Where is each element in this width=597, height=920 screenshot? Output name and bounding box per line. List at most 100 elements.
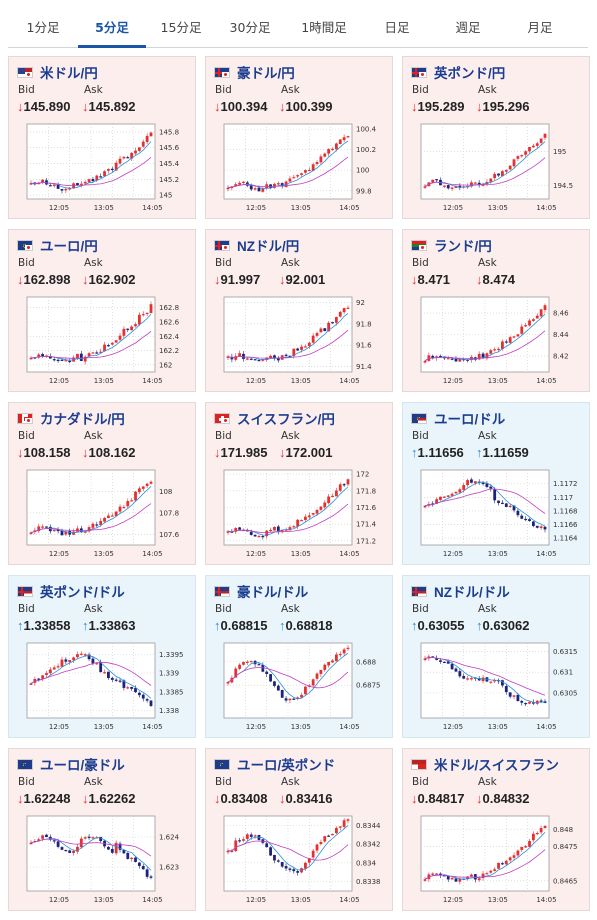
rate-card[interactable]: NZドル/ドル Bid Ask ↑0.63055 ↑0.63062 0.6315 0.631… <box>402 575 590 738</box>
ask-value: ↓195.296 <box>476 99 530 114</box>
rate-card[interactable]: カナダドル/円 Bid Ask ↓108.158 ↓108.162 108 107.8 107… <box>8 402 196 565</box>
pair-title-link[interactable]: ユーロ/ドル <box>411 408 505 428</box>
candle <box>141 866 145 870</box>
pair-name[interactable]: ユーロ/英ポンド <box>237 758 336 773</box>
pair-title-link[interactable]: 米ドル/円 <box>17 62 98 82</box>
candle <box>323 328 327 332</box>
ask-value: ↑0.63062 <box>476 618 530 633</box>
rate-card[interactable]: 豪ドル/円 Bid Ask ↓100.394 ↓100.399 100.4 100.2 100… <box>205 56 393 219</box>
candle <box>338 484 342 491</box>
mini-chart[interactable]: 195 194.5 12:05 13:05 14:05 <box>409 120 585 213</box>
candle <box>535 143 539 146</box>
candle <box>477 353 481 360</box>
candle <box>524 846 528 848</box>
ask-value: ↑1.33863 <box>82 618 136 633</box>
tab-2[interactable]: 15分足 <box>160 20 202 35</box>
tab-0[interactable]: 1分足 <box>26 20 60 35</box>
candle <box>477 878 481 881</box>
rate-card[interactable]: ランド/円 Bid Ask ↓8.471 ↓8.474 8.46 8.44 8.42 12:05… <box>402 229 590 392</box>
pair-name[interactable]: 英ポンド/円 <box>434 66 506 81</box>
mini-chart[interactable]: 145.8 145.6 145.4 145.2 145 12:05 13:05 14:05 <box>15 120 191 213</box>
rate-card[interactable]: 米ドル/スイスフラン Bid Ask ↓0.84817 ↓0.84832 0.848 0.8… <box>402 748 590 911</box>
rate-card[interactable]: ユーロ/豪ドル Bid Ask ↓1.62248 ↓1.62262 1.624 1.623 1… <box>8 748 196 911</box>
pair-name[interactable]: 米ドル/スイスフラン <box>434 758 559 773</box>
rate-card[interactable]: 豪ドル/ドル Bid Ask ↑0.68815 ↑0.68818 0.688 0.6875 1… <box>205 575 393 738</box>
bid-label: Bid <box>18 430 35 442</box>
mini-chart[interactable]: 0.6315 0.631 0.6305 12:05 13:05 14:05 <box>409 639 585 732</box>
mini-chart[interactable]: 1.1172 1.117 1.1168 1.1166 1.1164 12:05 13:05 1… <box>409 466 585 559</box>
pair-name[interactable]: 豪ドル/ドル <box>237 585 309 600</box>
candle <box>29 532 33 535</box>
pair-title-link[interactable]: ユーロ/豪ドル <box>17 754 125 774</box>
ma-short-line <box>424 313 546 362</box>
candle <box>342 484 346 486</box>
ask-label: Ask <box>478 776 497 788</box>
pair-title-link[interactable]: 英ポンド/円 <box>411 62 505 82</box>
mini-chart[interactable]: 162.8 162.6 162.4 162.2 162 12:05 13:05 14:05 <box>15 293 191 386</box>
candle <box>76 353 79 359</box>
x-tick-label: 12:05 <box>443 550 463 558</box>
mini-chart[interactable]: 92 91.8 91.6 91.4 12:05 13:05 14:05 <box>212 293 388 386</box>
mini-chart[interactable]: 108 107.8 107.6 12:05 13:05 14:05 <box>15 466 191 559</box>
mini-chart[interactable]: 0.848 0.8475 0.8465 12:05 13:05 14:05 <box>409 812 585 905</box>
tab-1[interactable]: 5分足 <box>78 8 146 48</box>
pair-title-link[interactable]: ユーロ/円 <box>17 235 98 255</box>
ask-label: Ask <box>84 84 103 96</box>
tab-5[interactable]: 日足 <box>384 20 410 35</box>
rate-card[interactable]: 米ドル/円 Bid Ask ↓145.890 ↓145.892 145.8 145.6 145… <box>8 56 196 219</box>
y-tick-label: 145.8 <box>159 128 179 136</box>
pair-name[interactable]: ランド/円 <box>434 239 492 254</box>
candle <box>83 356 87 362</box>
rate-card[interactable]: ユーロ/英ポンド Bid Ask ↓0.83408 ↓0.83416 0.8344 0.83… <box>205 748 393 911</box>
pair-title-link[interactable]: スイスフラン/円 <box>214 408 335 428</box>
pair-name[interactable]: ユーロ/ドル <box>434 412 506 427</box>
candle <box>37 526 41 532</box>
candle <box>342 649 346 654</box>
candle <box>327 496 331 504</box>
pair-name[interactable]: カナダドル/円 <box>40 412 125 427</box>
pair-name[interactable]: ユーロ/豪ドル <box>40 758 125 773</box>
pair-title-link[interactable]: NZドル/円 <box>214 235 299 255</box>
pair-title-link[interactable]: ユーロ/英ポンド <box>214 754 335 774</box>
pair-name[interactable]: NZドル/ドル <box>434 585 510 600</box>
rate-card[interactable]: 英ポンド/円 Bid Ask ↓195.289 ↓195.296 195 194.5 12:0… <box>402 56 590 219</box>
rate-card[interactable]: スイスフラン/円 Bid Ask ↓171.985 ↓172.001 172 171.8 17… <box>205 402 393 565</box>
y-tick-label: 0.6875 <box>356 682 381 690</box>
rate-card[interactable]: ユーロ/ドル Bid Ask ↑1.11656 ↑1.11659 1.1172 1.117 1… <box>402 402 590 565</box>
mini-chart[interactable]: 172 171.8 171.6 171.4 171.2 12:05 13:05 14:05 <box>212 466 388 559</box>
mini-chart[interactable]: 0.8344 0.8342 0.834 0.8338 12:05 13:05 14:05 <box>212 812 388 905</box>
tab-7[interactable]: 月足 <box>527 20 553 35</box>
candle <box>296 348 300 351</box>
pair-name[interactable]: 英ポンド/ドル <box>40 585 125 600</box>
rate-card[interactable]: NZドル/円 Bid Ask ↓91.997 ↓92.001 92 91.8 91.6 91.4… <box>205 229 393 392</box>
mini-chart[interactable]: 100.4 100.2 100 99.8 12:05 13:05 14:05 <box>212 120 388 213</box>
mini-chart[interactable]: 1.624 1.623 12:05 13:05 14:05 <box>15 812 191 905</box>
tab-3[interactable]: 30分足 <box>229 20 271 35</box>
rate-card[interactable]: ユーロ/円 Bid Ask ↓162.898 ↓162.902 162.8 162.6 162… <box>8 229 196 392</box>
mini-chart[interactable]: 0.688 0.6875 12:05 13:05 14:05 <box>212 639 388 732</box>
y-tick-label: 145 <box>159 192 172 200</box>
candle <box>524 151 528 155</box>
pair-name[interactable]: スイスフラン/円 <box>237 412 335 427</box>
candle <box>323 502 327 508</box>
pair-title-link[interactable]: 英ポンド/ドル <box>17 581 125 601</box>
tab-6[interactable]: 週足 <box>455 20 481 35</box>
pair-name[interactable]: 豪ドル/円 <box>237 66 295 81</box>
pair-title-link[interactable]: カナダドル/円 <box>17 408 125 428</box>
pair-title-link[interactable]: 豪ドル/円 <box>214 62 295 82</box>
pair-name[interactable]: 米ドル/円 <box>40 66 98 81</box>
pair-title-link[interactable]: ランド/円 <box>411 235 492 255</box>
tab-4[interactable]: 1時間足 <box>301 20 347 35</box>
candle <box>107 846 110 850</box>
pair-name[interactable]: ユーロ/円 <box>40 239 98 254</box>
pair-name[interactable]: NZドル/円 <box>237 239 300 254</box>
candle <box>145 699 149 701</box>
pair-title-link[interactable]: 米ドル/スイスフラン <box>411 754 559 774</box>
mini-chart[interactable]: 1.3395 1.339 1.3385 1.338 12:05 13:05 14:05 <box>15 639 191 732</box>
pair-title-link[interactable]: 豪ドル/ドル <box>214 581 308 601</box>
pair-title-link[interactable]: NZドル/ドル <box>411 581 510 601</box>
candle <box>346 307 350 309</box>
ma-long-line <box>424 488 546 514</box>
rate-card[interactable]: 英ポンド/ドル Bid Ask ↑1.33858 ↑1.33863 1.3395 1.339… <box>8 575 196 738</box>
mini-chart[interactable]: 8.46 8.44 8.42 12:05 13:05 14:05 <box>409 293 585 386</box>
